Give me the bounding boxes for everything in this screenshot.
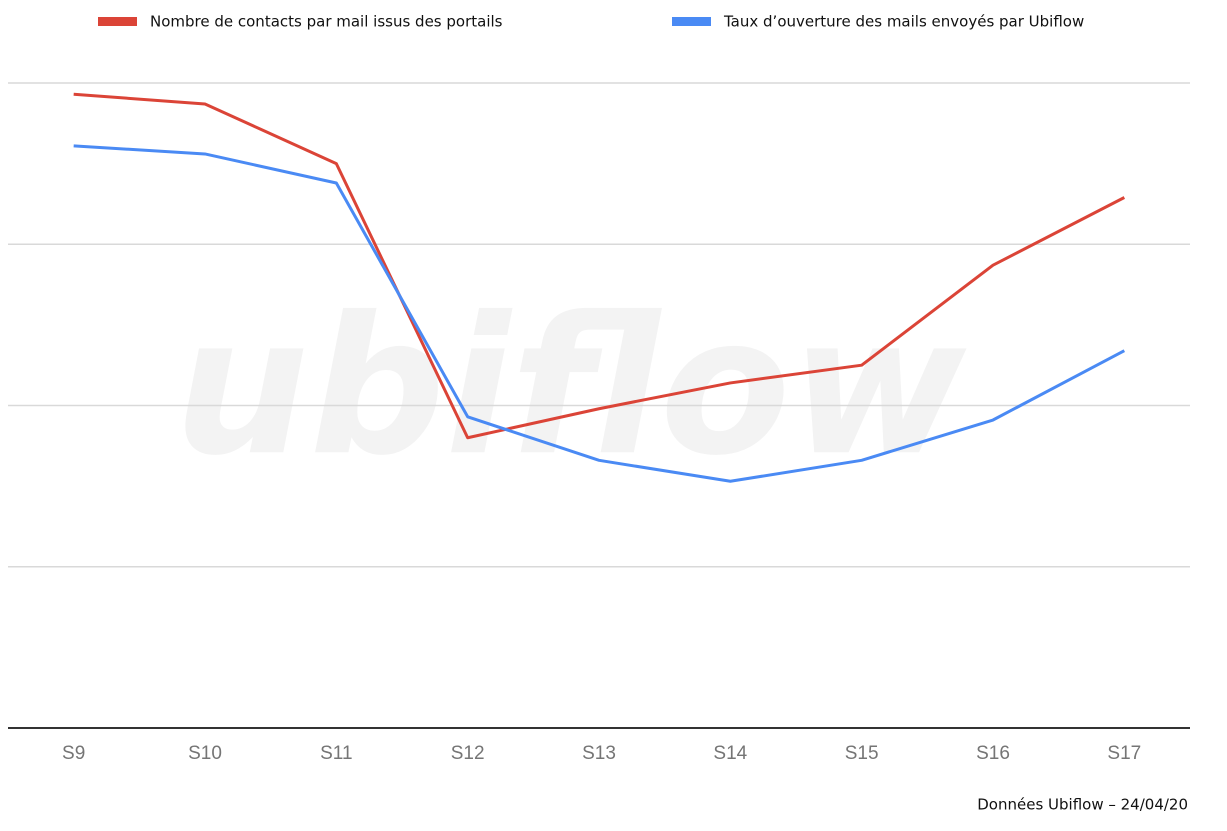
x-tick-label: S11 — [320, 743, 352, 764]
x-tick-label: S10 — [188, 743, 222, 764]
legend-label: Nombre de contacts par mail issus des po… — [150, 13, 503, 31]
legend-swatch — [672, 17, 711, 26]
legend-label: Taux d’ouverture des mails envoyés par U… — [723, 13, 1084, 31]
line-series — [73, 92, 1126, 440]
watermark: ubiflow — [174, 276, 967, 497]
x-tick-label: S17 — [1107, 743, 1141, 764]
x-tick-label: S14 — [713, 743, 747, 764]
x-tick-label: S16 — [976, 743, 1010, 764]
x-tick-label: S12 — [451, 743, 485, 764]
x-tick-label: S13 — [582, 743, 616, 764]
line-series — [73, 144, 1126, 483]
legend-swatch — [98, 17, 137, 26]
source-note: Données Ubiflow – 24/04/20 — [977, 796, 1188, 814]
x-tick-label: S15 — [845, 743, 879, 764]
x-tick-label: S9 — [62, 743, 85, 764]
